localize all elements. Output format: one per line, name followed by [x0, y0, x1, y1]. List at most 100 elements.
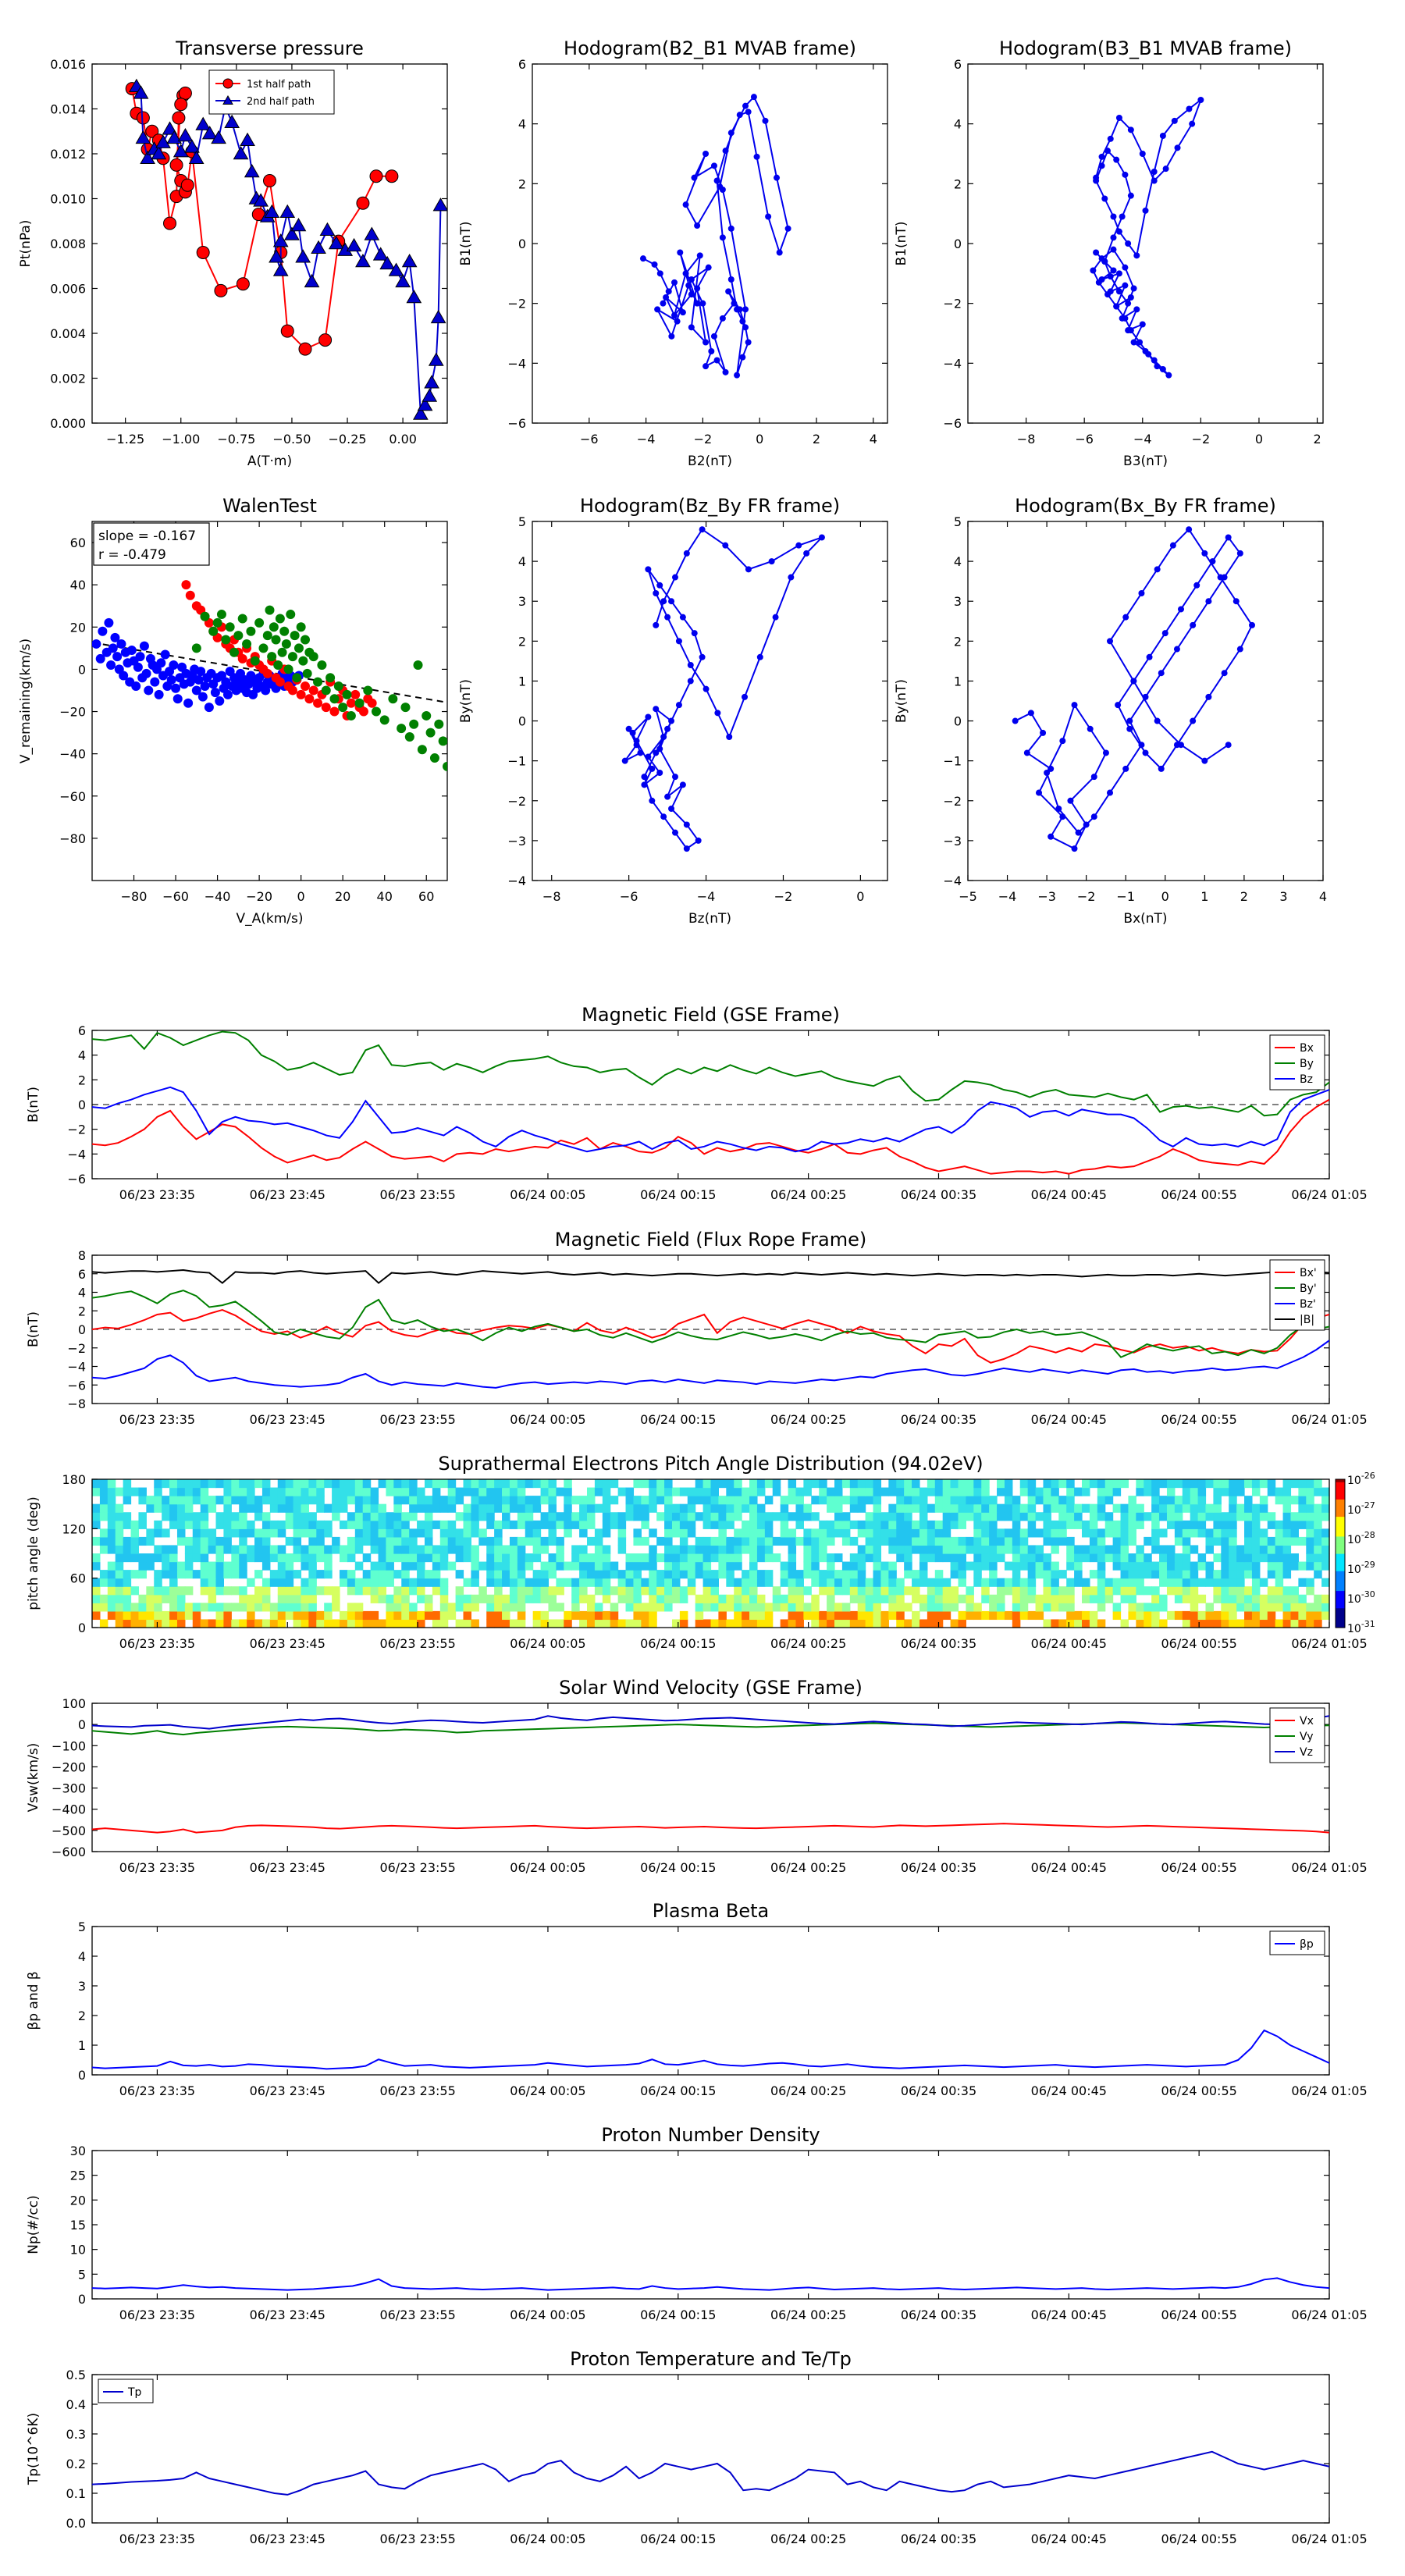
heatmap-cell — [579, 1503, 588, 1513]
data-point — [1023, 749, 1030, 756]
heatmap-cell — [1104, 1553, 1114, 1563]
heatmap-cell — [687, 1512, 696, 1521]
heatmap-cell — [1275, 1528, 1284, 1538]
heatmap-cell — [671, 1512, 681, 1521]
heatmap-cell — [239, 1586, 247, 1596]
heatmap-cell — [749, 1503, 758, 1513]
heatmap-cell — [401, 1545, 410, 1554]
heatmap-cell — [231, 1528, 240, 1538]
heatmap-cell — [587, 1512, 596, 1521]
heatmap-cell — [1314, 1528, 1322, 1538]
scatter-point-green — [413, 660, 423, 670]
heatmap-cell — [1166, 1610, 1176, 1621]
heatmap-cell — [1074, 1610, 1083, 1621]
heatmap-cell — [494, 1520, 503, 1529]
scatter-point-blue — [150, 677, 160, 687]
heatmap-cell — [1275, 1553, 1284, 1563]
x-tick-label: 06/24 00:55 — [1161, 1636, 1237, 1651]
heatmap-cell — [1306, 1553, 1314, 1563]
heatmap-cell — [1205, 1479, 1215, 1489]
heatmap-cell — [154, 1487, 162, 1496]
heatmap-cell — [1074, 1487, 1083, 1496]
colorbar-segment — [1336, 1514, 1345, 1517]
data-point — [1075, 829, 1082, 836]
heatmap-cell — [1190, 1528, 1199, 1538]
heatmap-cell — [285, 1520, 294, 1529]
heatmap-cell — [269, 1578, 279, 1587]
heatmap-cell — [115, 1520, 124, 1529]
data-point — [694, 285, 701, 292]
y-tick-label: 4 — [954, 117, 962, 132]
heatmap-cell — [1314, 1536, 1322, 1546]
data-point — [1107, 273, 1114, 280]
heatmap-cell — [277, 1479, 286, 1489]
x-tick-label: 06/24 00:25 — [770, 2083, 846, 2098]
heatmap-cell — [200, 1479, 209, 1489]
data-point — [691, 174, 698, 181]
heatmap-cell — [795, 1503, 804, 1513]
heatmap-cell — [594, 1479, 603, 1489]
heatmap-cell — [587, 1561, 596, 1571]
heatmap-cell — [254, 1536, 263, 1546]
heatmap-cell — [401, 1570, 410, 1579]
heatmap-cell — [92, 1578, 101, 1587]
colorbar-segment — [1336, 1550, 1345, 1554]
colorbar-segment — [1336, 1598, 1345, 1601]
colorbar-segment — [1336, 1516, 1345, 1520]
heatmap-cell — [1282, 1512, 1292, 1521]
heatmap-cell — [1314, 1603, 1322, 1612]
heatmap-cell — [617, 1487, 627, 1496]
heatmap-cell — [261, 1594, 271, 1603]
heatmap-cell — [1019, 1578, 1029, 1587]
heatmap-cell — [509, 1536, 518, 1546]
heatmap-cell — [509, 1503, 518, 1513]
heatmap-cell — [176, 1586, 186, 1596]
heatmap-cell — [247, 1479, 255, 1489]
heatmap-cell — [316, 1496, 325, 1505]
x-tick-label: −20 — [246, 889, 272, 904]
heatmap-cell — [308, 1512, 317, 1521]
heatmap-cell — [865, 1487, 874, 1496]
heatmap-cell — [1097, 1561, 1106, 1571]
series-line-Vx — [92, 1823, 1329, 1834]
heatmap-cell — [788, 1586, 797, 1596]
heatmap-cell — [332, 1512, 340, 1521]
heatmap-cell — [1290, 1619, 1299, 1628]
x-tick-label: 06/24 00:35 — [901, 1187, 976, 1202]
data-point — [1127, 192, 1134, 199]
heatmap-cell — [417, 1594, 425, 1603]
heatmap-cell — [1151, 1561, 1160, 1571]
data-point — [388, 262, 404, 276]
heatmap-cell — [873, 1496, 882, 1505]
heatmap-cell — [115, 1536, 124, 1546]
heatmap-cell — [1004, 1503, 1013, 1513]
x-tick-label: 06/24 00:45 — [1031, 1860, 1107, 1875]
heatmap-cell — [1205, 1619, 1215, 1628]
heatmap-cell — [347, 1487, 356, 1496]
heatmap-cell — [324, 1479, 333, 1489]
heatmap-cell — [417, 1561, 425, 1571]
heatmap-cell — [261, 1479, 271, 1489]
heatmap-cell — [231, 1561, 240, 1571]
heatmap-cell — [401, 1594, 410, 1603]
x-tick-label: 06/23 23:55 — [379, 2532, 455, 2546]
scatter-point-blue — [200, 681, 210, 692]
heatmap-cell — [285, 1496, 294, 1505]
x-axis-label: Bx(nT) — [1123, 911, 1167, 927]
heatmap-cell — [1166, 1512, 1176, 1521]
heatmap-cell — [424, 1610, 433, 1621]
heatmap-cell — [208, 1570, 217, 1579]
heatmap-cell — [1004, 1610, 1013, 1621]
legend-label: Bz' — [1300, 1298, 1316, 1311]
y-tick-label: −4 — [67, 1147, 86, 1162]
heatmap-cell — [1144, 1603, 1152, 1612]
heatmap-cell — [564, 1479, 572, 1489]
heatmap-cell — [386, 1578, 394, 1587]
scatter-point-red — [181, 580, 191, 590]
heatmap-cell — [409, 1619, 418, 1628]
heatmap-cell — [1314, 1619, 1322, 1628]
heatmap-cell — [293, 1536, 302, 1546]
heatmap-cell — [772, 1603, 781, 1612]
data-point — [660, 734, 667, 740]
heatmap-cell — [1275, 1586, 1284, 1596]
